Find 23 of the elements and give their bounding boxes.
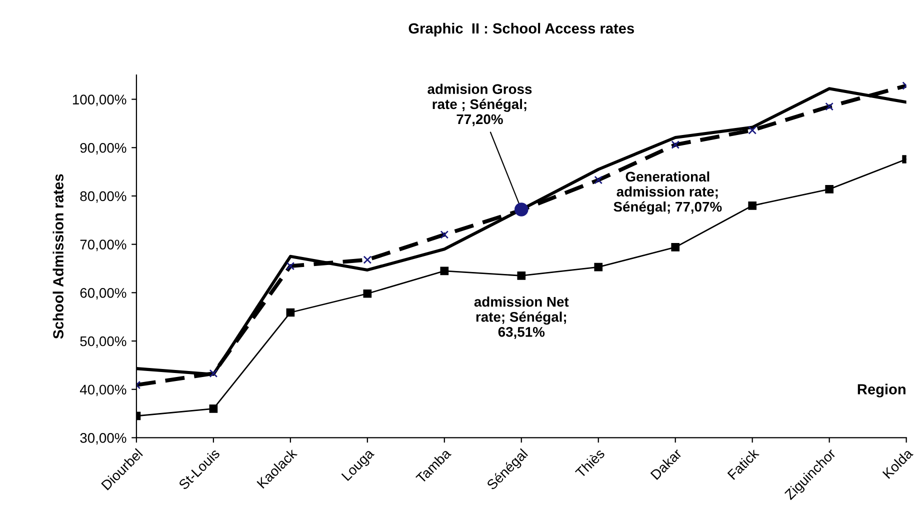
point [440, 266, 449, 276]
y-axis-title: School Admission rates [52, 174, 64, 339]
y-tick-label: 40,00% [80, 384, 126, 396]
point [825, 185, 834, 194]
point [286, 308, 295, 317]
point [363, 289, 372, 298]
x-axis-title: Region [858, 384, 906, 398]
point [209, 404, 218, 413]
point [671, 243, 680, 252]
point [748, 201, 757, 210]
y-tick-label: 50,00% [80, 336, 126, 348]
y-tick-label: 90,00% [80, 142, 126, 154]
y-tick-label: 80,00% [80, 191, 126, 203]
point [517, 272, 526, 280]
annotation: admission Net rate; Sénégal; 63,51% [474, 296, 569, 339]
y-tick-label: 70,00% [80, 240, 126, 252]
point [594, 262, 603, 272]
annotation: admision Gross rate ; Sénégal; 77,20% [428, 84, 532, 126]
y-tick-label: 60,00% [80, 288, 126, 300]
y-tick-label: 30,00% [80, 433, 126, 445]
annotation: Generational admission rate; Sénégal; 77,07% [614, 171, 722, 214]
y-tick-label: 100,00% [72, 94, 126, 106]
chart-title: Graphic II : School Access rates [408, 22, 634, 36]
